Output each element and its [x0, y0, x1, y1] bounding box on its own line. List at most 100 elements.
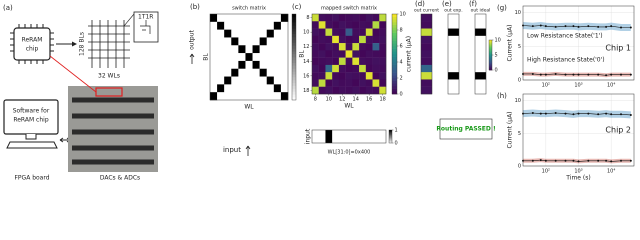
y-tick-label: 8 [306, 15, 309, 21]
x-axis-label: WL[31:0]=0x400 [328, 150, 371, 156]
colorbar-step [292, 45, 296, 49]
heatmap-cell [352, 35, 360, 44]
data-point [531, 111, 534, 114]
strip-cell [475, 57, 486, 66]
data-point [531, 159, 534, 162]
heatmap-cell [372, 79, 380, 87]
heatmap-cell [318, 86, 326, 95]
strip-cell [421, 50, 432, 58]
data-point [577, 25, 580, 28]
heatmap-cell [259, 53, 267, 62]
panel-label: (d) [415, 0, 425, 8]
data-point [577, 112, 580, 115]
data-point [554, 25, 557, 28]
colorbar-step [292, 74, 296, 78]
y-axis-label: Current (μA) [507, 111, 514, 148]
data-point [610, 25, 613, 28]
colorbar-tick-label: 10 [400, 12, 406, 18]
heatmap-cell [231, 21, 239, 30]
heatmap-cell [252, 21, 260, 30]
plot-frame [474, 13, 487, 95]
x-tick-label: 10² [542, 169, 550, 175]
colorbar-step [389, 131, 392, 133]
strip-cell [475, 79, 486, 87]
heatmap-cell [238, 76, 246, 85]
heatmap-cell [252, 92, 260, 101]
heatmap-cell [259, 76, 267, 85]
y-tick-label: 10 [515, 10, 521, 16]
heatmap-cell [245, 60, 253, 69]
colorbar-step [389, 134, 392, 136]
colorbar-step [489, 51, 492, 53]
heatmap-cell [245, 29, 253, 38]
y-tick-label: 10 [515, 98, 521, 104]
data-point [587, 159, 590, 162]
strip-cell [359, 130, 367, 143]
heatmap-cell [345, 35, 353, 44]
figure: (a) ReRAM chip 128 BLs 32 WLs 1T1R Softw… [3, 0, 635, 182]
data-point [629, 73, 632, 76]
annotation: Chip 2 [605, 126, 631, 135]
heatmap-cell [325, 79, 333, 87]
strip-cell [448, 35, 459, 44]
colorbar-step [389, 141, 392, 143]
heatmap-cell [273, 14, 282, 23]
data-point [554, 159, 557, 162]
heatmap-cell [379, 43, 387, 51]
colorbar-step [392, 78, 397, 81]
heatmap-cell [280, 29, 289, 38]
heatmap-cell [238, 92, 246, 101]
heatmap-cell [312, 72, 319, 80]
heatmap-cell [352, 21, 360, 29]
heatmap-cell [259, 21, 267, 30]
heatmap-cell [379, 79, 387, 87]
y-tick-label: 0 [518, 164, 521, 170]
colorbar-step [489, 57, 492, 59]
heatmap-cell [217, 92, 225, 101]
data-point [597, 113, 600, 116]
colorbar-step [489, 66, 492, 68]
bl-label: 128 BLs [79, 32, 86, 56]
panel-label: (c) [292, 3, 302, 11]
annotation: input [223, 146, 241, 154]
y-axis-label: input [305, 128, 312, 144]
heatmap-cell [273, 53, 282, 62]
heatmap-cell [325, 14, 333, 22]
colorbar-step [292, 19, 296, 23]
zoom-line [123, 13, 135, 27]
colorbar-step [292, 22, 296, 26]
heatmap-cell [352, 28, 360, 37]
strip-cell [352, 130, 360, 143]
heatmap-cell [259, 45, 267, 54]
strip-cell [421, 72, 432, 80]
heatmap-cell [280, 45, 289, 54]
chip-pins [10, 24, 54, 64]
colorbar-step [489, 42, 492, 44]
data-point [587, 112, 590, 115]
x-tick-label: 10³ [574, 83, 582, 89]
colorbar-step [392, 51, 397, 55]
y-tick-label: 18 [303, 88, 309, 94]
heatmap-cell [312, 28, 319, 37]
plot-frame [447, 13, 460, 95]
colorbar-step [389, 137, 392, 139]
colorbar-step [292, 51, 296, 55]
strip-cell [365, 130, 373, 143]
colorbar-step [292, 42, 296, 46]
heatmap-cell [266, 14, 275, 23]
strip-cell [372, 130, 380, 143]
colorbar-step [392, 46, 397, 49]
photo-stack [72, 97, 154, 165]
colorbar-step [292, 77, 296, 81]
heatmap-cell [318, 21, 326, 29]
colorbar-frame [391, 13, 398, 95]
colorbar-step [292, 25, 296, 29]
y-tick-label: 10 [303, 30, 309, 36]
heatmap-cell [312, 57, 319, 66]
colorbar-step [292, 62, 296, 66]
colorbar-step [389, 136, 392, 137]
strip-cell [448, 43, 459, 51]
heatmap-cell [372, 57, 380, 66]
heatmap-cell [318, 50, 326, 58]
heatmap-cell [325, 64, 333, 73]
